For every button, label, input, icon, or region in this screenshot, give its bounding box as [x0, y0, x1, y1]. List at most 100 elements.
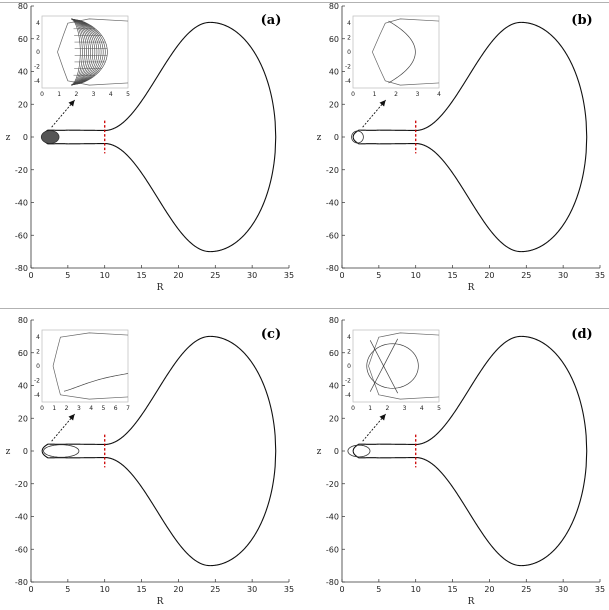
- inset-boundary-lower: [368, 365, 440, 400]
- inset-orbit-strand: [369, 340, 399, 394]
- inset-y-tick-label: -2: [34, 63, 40, 70]
- y-axis-label: z: [6, 133, 11, 143]
- orbit-main: [347, 444, 371, 458]
- inset-x-tick-label: 0: [351, 405, 355, 412]
- inset-orbit-strand: [71, 18, 100, 86]
- inset-x-tick-label: 3: [403, 405, 407, 412]
- inset-boundary-lower: [372, 51, 440, 86]
- x-axis-label: R: [468, 597, 475, 607]
- inset-orbit: [388, 20, 416, 84]
- inset-x-tick-label: 2: [394, 91, 398, 98]
- y-axis-label: z: [6, 447, 11, 457]
- inset-orbit-strand: [71, 18, 104, 86]
- inset-y-tick-label: -4: [345, 78, 351, 85]
- inset-x-tick-label: 1: [57, 91, 61, 98]
- y-tick-label: 0: [23, 447, 28, 456]
- inset-y-tick-label: 0: [347, 49, 351, 56]
- zero-velocity-curve: [41, 21, 277, 253]
- inset-x-tick-label: 1: [52, 405, 56, 412]
- inset-y-tick-label: 0: [347, 363, 351, 370]
- inset-x-tick-label: 4: [437, 91, 441, 98]
- y-tick-label: 60: [329, 349, 339, 358]
- inset-y-tick-label: 4: [347, 334, 351, 341]
- inset-orbit-strand: [71, 18, 83, 86]
- inset-y-tick-label: 2: [347, 349, 351, 356]
- x-tick-label: 20: [484, 585, 494, 594]
- zoom-arrow-head: [379, 414, 386, 421]
- y-tick-label: -40: [326, 199, 339, 208]
- inset-x-tick-label: 0: [40, 405, 44, 412]
- y-tick-label: -60: [326, 545, 339, 554]
- inset-orbit-strand: [71, 18, 106, 86]
- x-tick-label: 10: [411, 585, 421, 594]
- x-tick-label: 15: [447, 271, 457, 280]
- inset-orbit-strand: [71, 18, 89, 86]
- inset-y-tick-label: -4: [345, 392, 351, 399]
- x-tick-label: 0: [28, 271, 33, 280]
- inset-boundary-upper: [372, 18, 440, 53]
- x-tick-label: 25: [210, 585, 220, 594]
- zero-velocity-curve: [352, 21, 588, 253]
- inset-orbit-strand: [71, 18, 98, 86]
- x-tick-label: 10: [100, 271, 110, 280]
- inset-boundary-lower: [57, 51, 129, 86]
- y-tick-label: 60: [329, 35, 339, 44]
- inset-frame: [352, 329, 440, 403]
- inset-x-tick-label: 1: [368, 405, 372, 412]
- y-tick-label: -80: [15, 264, 28, 273]
- y-tick-label: 60: [18, 349, 28, 358]
- y-tick-label: 40: [18, 382, 28, 391]
- y-tick-label: -60: [15, 231, 28, 240]
- x-tick-label: 0: [339, 271, 344, 280]
- inset-orbit-strand: [71, 18, 94, 86]
- x-tick-label: 25: [521, 271, 531, 280]
- x-tick-label: 20: [484, 271, 494, 280]
- y-tick-label: -80: [326, 578, 339, 587]
- inset-frame: [352, 15, 440, 89]
- inset-orbit: [64, 373, 129, 392]
- x-tick-label: 15: [447, 585, 457, 594]
- inset-orbit-strand: [71, 18, 102, 86]
- inset-y-tick-label: -2: [34, 377, 40, 384]
- x-axis-label: R: [468, 283, 475, 293]
- x-tick-label: 5: [65, 585, 70, 594]
- x-tick-label: 20: [173, 585, 183, 594]
- y-tick-label: -20: [326, 480, 339, 489]
- inset-x-tick-label: 4: [420, 405, 424, 412]
- x-tick-label: 30: [558, 585, 568, 594]
- y-tick-label: -40: [15, 199, 28, 208]
- x-tick-label: 35: [595, 585, 605, 594]
- x-tick-label: 15: [136, 271, 146, 280]
- inset-y-tick-label: -2: [345, 377, 351, 384]
- y-tick-label: -80: [15, 578, 28, 587]
- inset-x-tick-label: 2: [385, 405, 389, 412]
- x-tick-label: 30: [247, 585, 257, 594]
- y-tick-label: -60: [326, 231, 339, 240]
- y-tick-label: -60: [15, 545, 28, 554]
- inset-y-tick-label: 4: [36, 20, 40, 27]
- inset-orbit-strand: [71, 18, 87, 86]
- y-tick-label: 20: [329, 414, 339, 423]
- inset-x-tick-label: 5: [437, 405, 441, 412]
- zoom-arrow-head: [68, 414, 75, 421]
- inset-x-tick-label: 0: [40, 91, 44, 98]
- x-tick-label: 30: [558, 271, 568, 280]
- inset: 0 1 2 3 4 5 6 7 -4 -2 0 2 4: [34, 329, 130, 412]
- inset-orbit-strand: [71, 18, 96, 86]
- inset-boundary-lower: [52, 365, 129, 400]
- inset-orbit-strand: [71, 18, 85, 86]
- panel-letter: (d): [571, 327, 592, 342]
- zero-velocity-curve: [352, 335, 588, 567]
- y-tick-label: 0: [23, 133, 28, 142]
- inset: 0 1 2 3 4 5 -4 -2 0 2 4: [345, 329, 441, 412]
- inset-x-tick-label: 3: [416, 91, 420, 98]
- orbit-main: [40, 130, 60, 144]
- inset-y-tick-label: 0: [36, 363, 40, 370]
- inset-orbit-strand: [71, 18, 91, 86]
- y-tick-label: 0: [334, 133, 339, 142]
- inset-orbit: [366, 343, 419, 389]
- x-tick-label: 10: [411, 271, 421, 280]
